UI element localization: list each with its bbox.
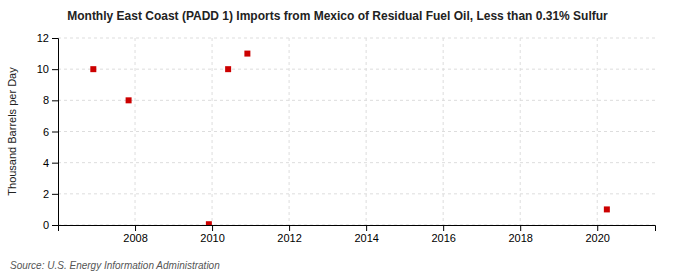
title: Monthly East Coast (PADD 1) Imports from… — [67, 9, 608, 23]
y-grid-line — [58, 193, 655, 194]
x-tick-mark — [597, 225, 598, 231]
y-tick: 2 — [43, 188, 58, 200]
point — [126, 97, 132, 103]
x-tick-label: 2020 — [585, 232, 609, 244]
y-tick: 10 — [37, 63, 58, 75]
x-tick-label: 2010 — [200, 232, 224, 244]
x-grid-line — [135, 38, 136, 225]
source: Source: U.S. Energy Information Administ… — [10, 260, 220, 271]
y-axis-line — [52, 39, 59, 226]
x-axis: 2008 2010 2012 2014 2016 2018 2020 — [59, 225, 656, 244]
x-tick: 2020 — [585, 225, 609, 244]
y-tick-label: 6 — [43, 126, 49, 138]
y-tick-mark — [52, 194, 58, 195]
y-tick-label: 12 — [37, 32, 49, 44]
point — [225, 66, 231, 72]
y-tick-mark — [52, 38, 58, 39]
point — [244, 51, 250, 57]
y-tick-label: 4 — [43, 157, 49, 169]
x-tick-label: 2014 — [354, 232, 378, 244]
point — [206, 221, 212, 225]
x-grid-line — [212, 38, 213, 225]
y-tick: 0 — [43, 219, 58, 231]
y-grid-line — [58, 100, 655, 101]
plot-area: 2008 2010 2012 2014 2016 2018 2020 0 2 4 6 8 10 12 — [37, 32, 656, 244]
chart: Monthly East Coast (PADD 1) Imports from… — [0, 0, 675, 275]
grid — [58, 38, 655, 225]
y-tick-label: 10 — [37, 63, 49, 75]
y-grid-line — [58, 162, 655, 163]
y-tick-mark — [52, 163, 58, 164]
y-axis-label: Thousand Barrels per Day — [6, 67, 18, 196]
x-tick-mark — [366, 225, 367, 231]
x-tick-label: 2008 — [123, 232, 147, 244]
x-tick-mark — [212, 225, 213, 231]
x-tick-label: 2018 — [508, 232, 532, 244]
y-grid-line — [58, 131, 655, 132]
y-tick-mark — [52, 69, 58, 70]
y-tick-label: 0 — [43, 219, 49, 231]
x-tick: 2010 — [200, 225, 224, 244]
x-tick-mark — [135, 225, 136, 231]
x-tick: 2016 — [431, 225, 455, 244]
y-tick-label: 8 — [43, 94, 49, 106]
point — [604, 206, 610, 212]
y-tick: 8 — [43, 94, 58, 106]
y-tick-mark — [52, 132, 58, 133]
x-tick: 2012 — [277, 225, 301, 244]
points — [90, 51, 610, 225]
x-tick-label: 2012 — [277, 232, 301, 244]
y-tick-mark — [52, 100, 58, 101]
x-tick: 2008 — [123, 225, 147, 244]
y-tick: 12 — [37, 32, 58, 44]
y-tick-mark — [52, 225, 58, 226]
y-grid-line — [58, 69, 655, 70]
y-tick: 4 — [43, 157, 58, 169]
y-tick-label: 2 — [43, 188, 49, 200]
x-tick-mark — [289, 225, 290, 231]
y-axis: 0 2 4 6 8 10 12 — [37, 32, 59, 231]
x-axis-line — [59, 226, 656, 232]
y-grid-line — [58, 38, 655, 39]
point — [90, 66, 96, 72]
x-tick: 2014 — [354, 225, 378, 244]
x-tick-mark — [520, 225, 521, 231]
x-grid-line — [597, 38, 598, 225]
x-tick-mark — [443, 225, 444, 231]
x-tick-label: 2016 — [431, 232, 455, 244]
y-tick: 6 — [43, 126, 58, 138]
x-tick: 2018 — [508, 225, 532, 244]
